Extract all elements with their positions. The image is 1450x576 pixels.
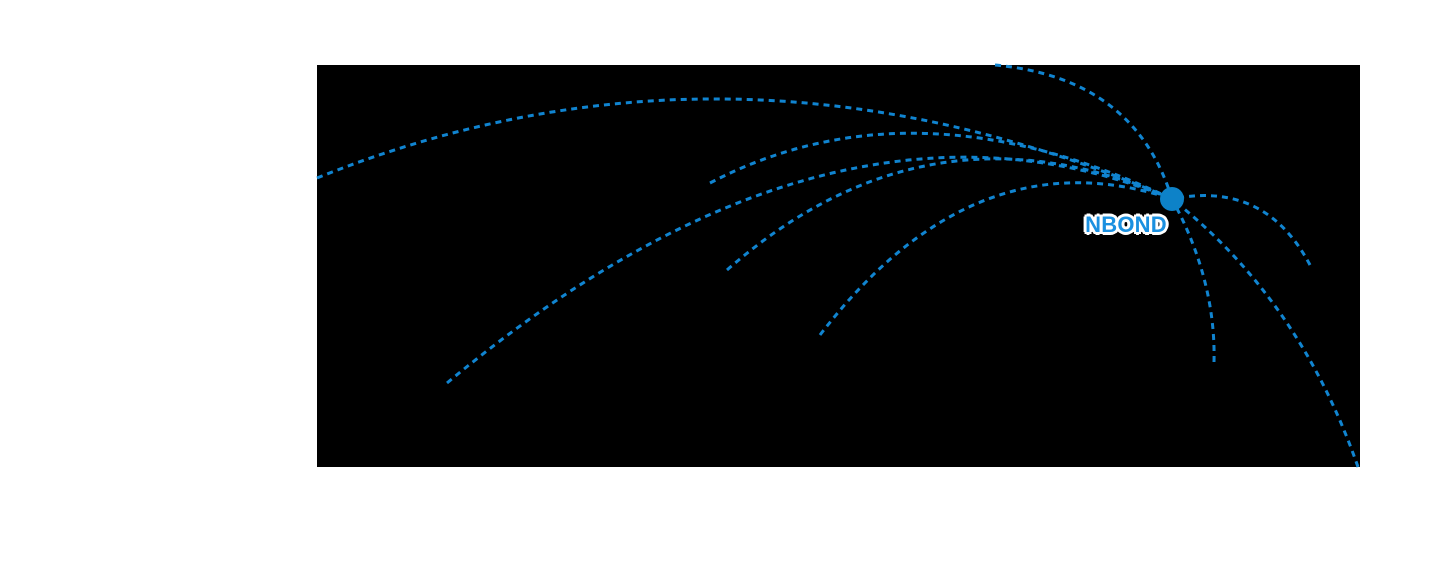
map-node-label: NBOND [1083, 210, 1168, 239]
map-node-marker[interactable] [1160, 187, 1184, 211]
map-node-label-text: NBOND [1083, 210, 1168, 239]
